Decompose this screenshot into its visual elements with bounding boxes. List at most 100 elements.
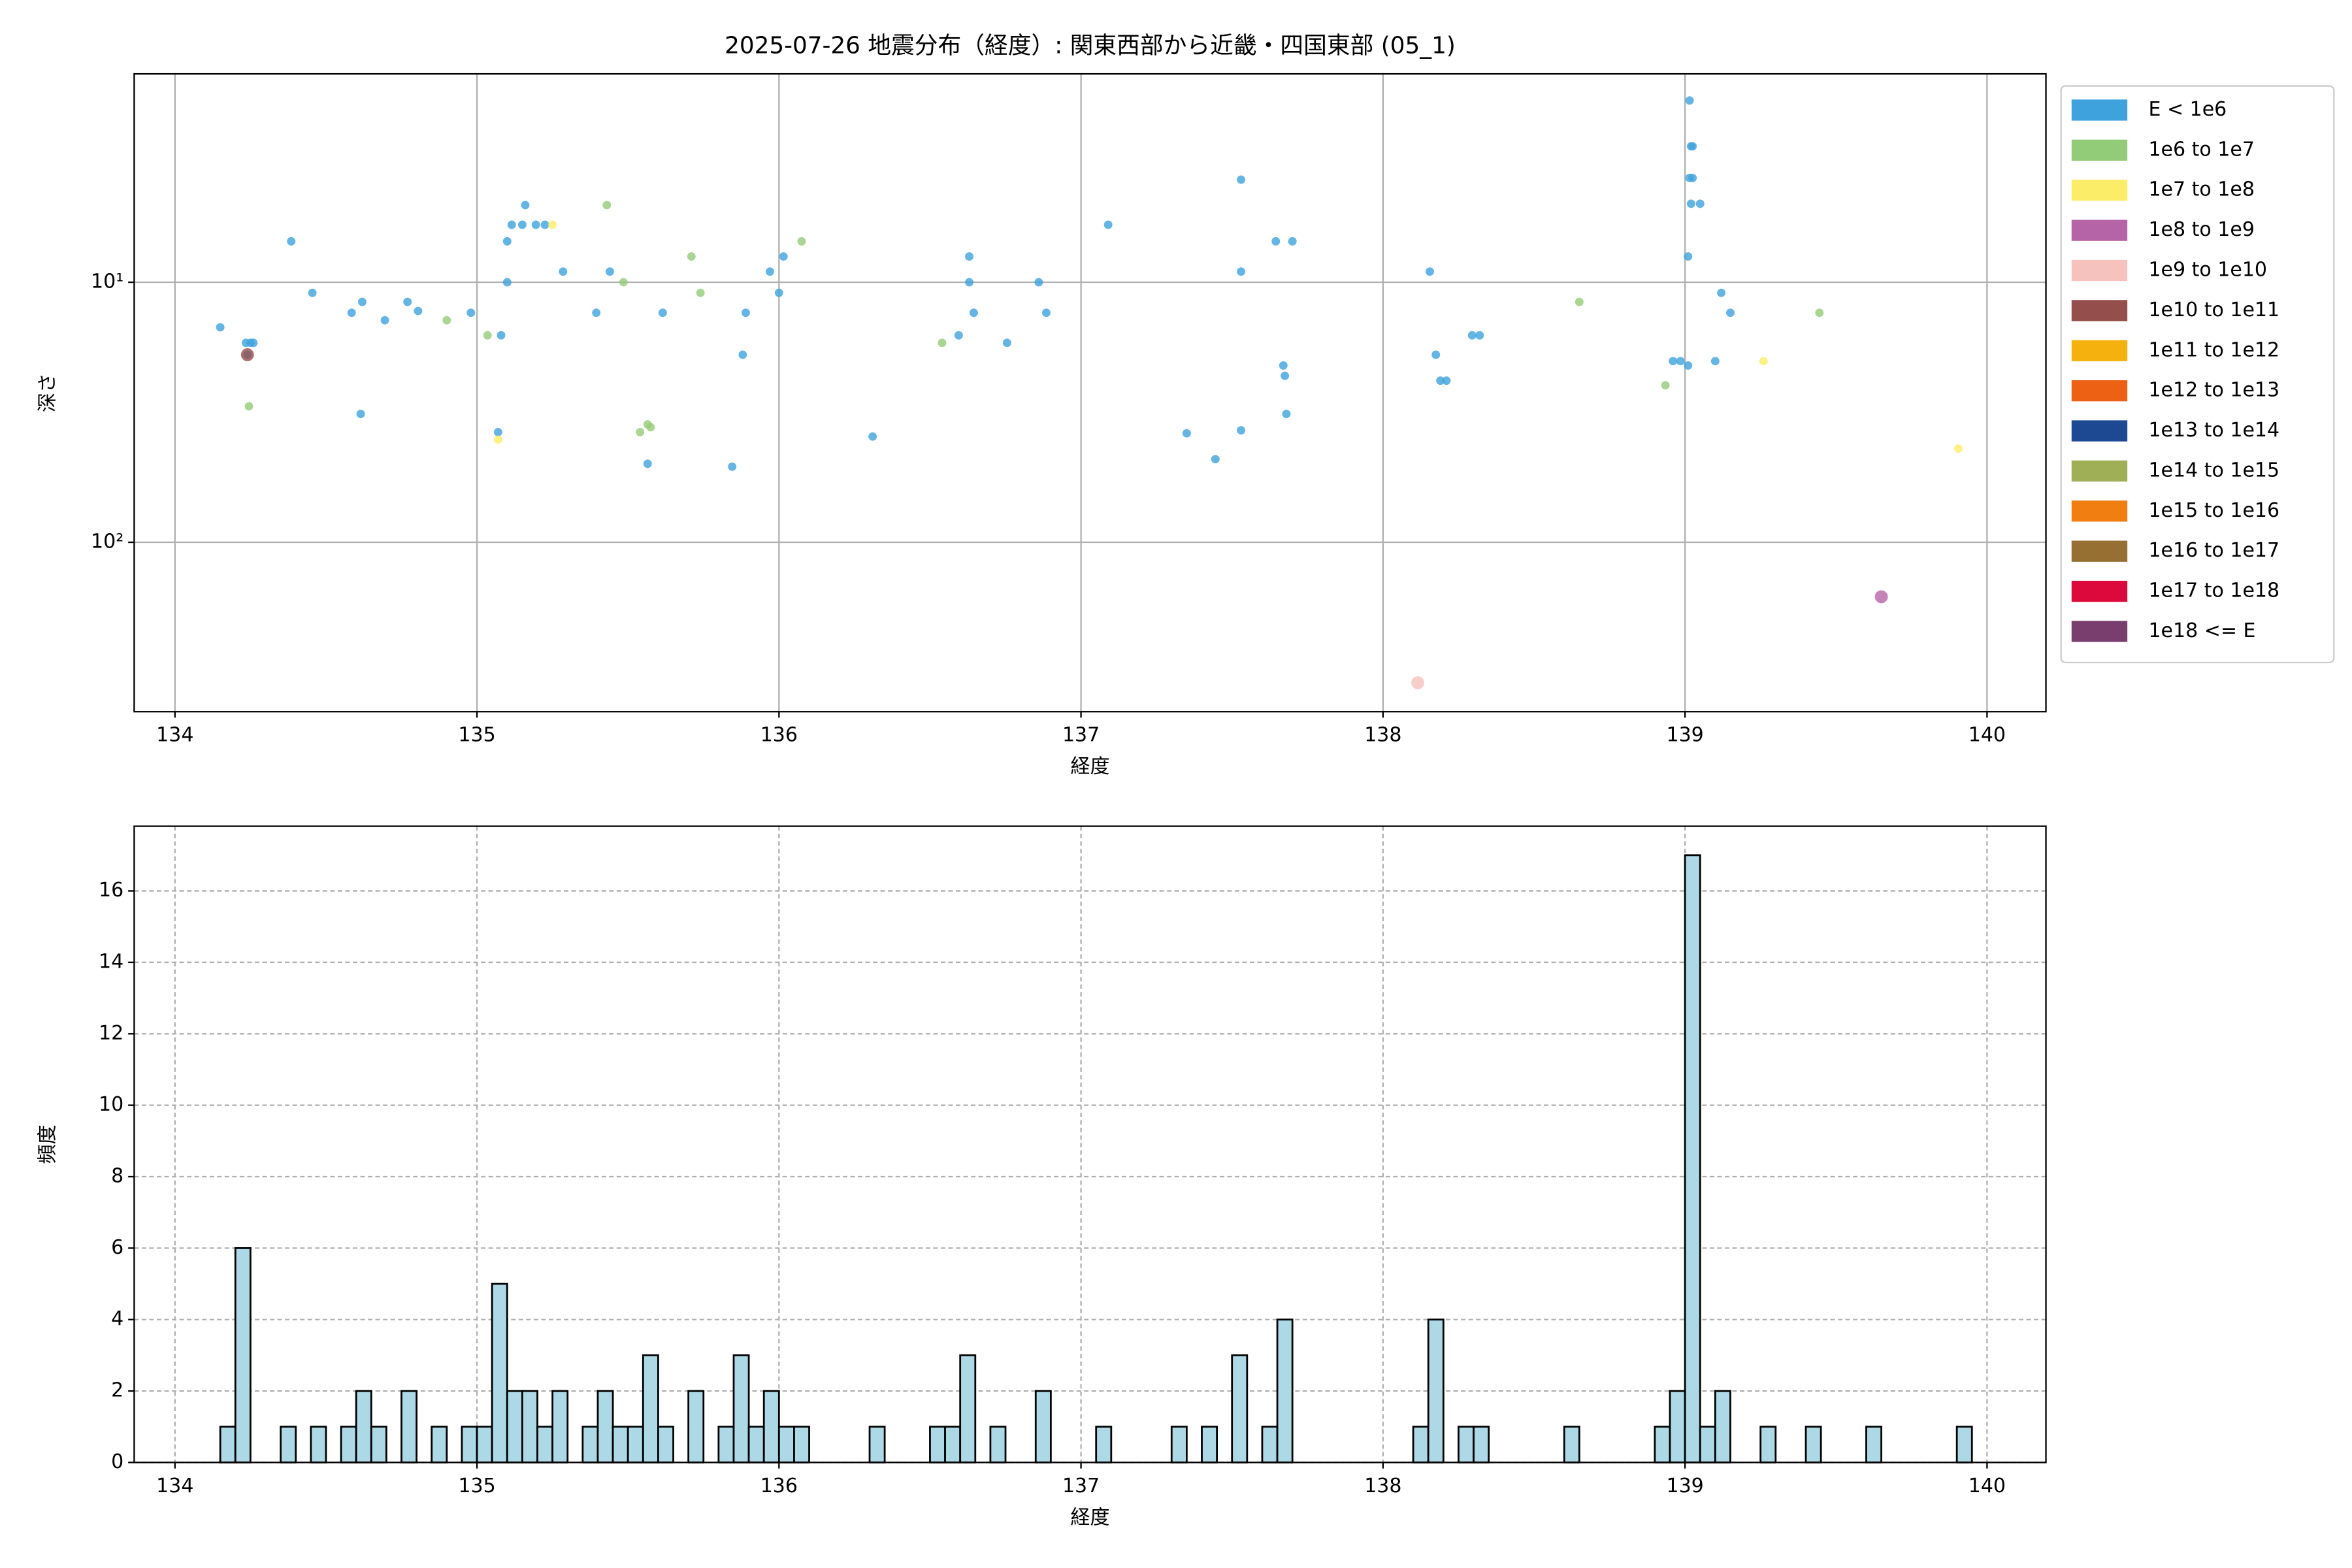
point <box>540 220 549 229</box>
bar <box>1865 1426 1882 1463</box>
legend-label: 1e14 to 1e15 <box>2148 459 2279 482</box>
point <box>1288 237 1297 246</box>
point <box>1426 267 1434 276</box>
point <box>636 427 645 436</box>
point <box>1475 331 1484 340</box>
bar <box>536 1426 554 1463</box>
bar <box>1759 1426 1777 1463</box>
point <box>696 288 705 297</box>
point <box>483 331 492 340</box>
legend-swatch <box>2071 621 2128 642</box>
point <box>380 316 389 325</box>
legend-label: 1e7 to 1e8 <box>2148 178 2254 201</box>
plot-frame <box>133 825 2047 1463</box>
point <box>1282 410 1291 419</box>
bar <box>506 1390 523 1463</box>
legend-swatch <box>2071 580 2128 602</box>
bar <box>1261 1426 1279 1463</box>
point <box>240 348 254 361</box>
point <box>1669 357 1678 366</box>
point <box>868 432 877 441</box>
y-tick-label: 6 <box>111 1236 123 1259</box>
point <box>687 252 696 261</box>
point <box>287 237 296 246</box>
y-tick-label: 10² <box>91 531 123 553</box>
bar <box>370 1426 387 1463</box>
bar <box>1714 1390 1731 1463</box>
point <box>507 220 516 229</box>
x-tick-label: 135 <box>458 1475 495 1497</box>
x-tick-label: 140 <box>1968 724 2006 747</box>
bar <box>1034 1390 1052 1463</box>
legend-swatch <box>2071 139 2128 161</box>
legend-swatch <box>2071 300 2128 321</box>
bar <box>627 1426 644 1463</box>
bar <box>1805 1426 1822 1463</box>
bar <box>929 1426 946 1463</box>
y-tick-label: 0 <box>111 1450 123 1473</box>
y-tick-label: 8 <box>111 1165 123 1188</box>
point <box>249 338 258 348</box>
point <box>356 410 365 419</box>
point <box>728 462 737 471</box>
legend-label: 1e15 to 1e16 <box>2148 499 2279 522</box>
point <box>1281 371 1290 380</box>
point <box>643 459 652 468</box>
legend-label: 1e11 to 1e12 <box>2148 338 2279 361</box>
x-tick-label: 134 <box>156 724 193 747</box>
bar <box>612 1426 629 1463</box>
point <box>1815 308 1824 318</box>
point <box>493 427 502 436</box>
point <box>965 252 974 261</box>
legend-label: 1e17 to 1e18 <box>2148 580 2279 602</box>
point <box>592 308 601 318</box>
chart-title: 2025-07-26 地震分布（経度）: 関東西部から近畿・四国東部 (05_1… <box>725 33 1456 59</box>
x-tick-label: 137 <box>1062 724 1100 747</box>
point <box>1436 376 1445 385</box>
point <box>1954 444 1963 453</box>
y-tick-label: 10¹ <box>91 270 123 293</box>
bar <box>1170 1426 1188 1463</box>
point <box>493 435 502 444</box>
point <box>216 323 225 332</box>
legend-label: 1e13 to 1e14 <box>2148 419 2279 442</box>
point <box>414 306 423 316</box>
point <box>774 288 783 297</box>
bar <box>1669 1390 1686 1463</box>
legend-label: 1e8 to 1e9 <box>2148 218 2254 241</box>
point <box>559 267 568 276</box>
legend-label: 1e9 to 1e10 <box>2148 258 2267 281</box>
bar <box>732 1354 750 1463</box>
point <box>357 297 367 306</box>
point <box>244 402 253 411</box>
legend-swatch <box>2071 220 2128 241</box>
x-axis-label: 経度 <box>1070 1506 1109 1529</box>
legend-swatch <box>2071 460 2128 482</box>
point <box>779 252 788 261</box>
point <box>1442 376 1451 385</box>
point <box>1717 288 1726 297</box>
point <box>1684 252 1693 261</box>
bar <box>1427 1318 1445 1463</box>
point <box>938 338 947 348</box>
point <box>970 308 978 318</box>
point <box>442 316 451 325</box>
legend-box <box>2060 85 2335 664</box>
point <box>1726 308 1735 318</box>
y-axis-label: 頻度 <box>36 1125 59 1164</box>
x-tick-label: 138 <box>1364 724 1401 747</box>
bar <box>1412 1426 1429 1463</box>
point <box>548 220 557 229</box>
x-tick-label: 135 <box>458 724 495 747</box>
bar <box>989 1426 1007 1463</box>
bar <box>431 1426 448 1463</box>
point <box>1002 338 1011 348</box>
legend-swatch <box>2071 99 2128 121</box>
point <box>1271 237 1281 246</box>
point <box>521 201 530 210</box>
x-axis-label: 経度 <box>1070 755 1109 778</box>
legend-swatch <box>2071 420 2128 442</box>
point <box>646 423 655 432</box>
